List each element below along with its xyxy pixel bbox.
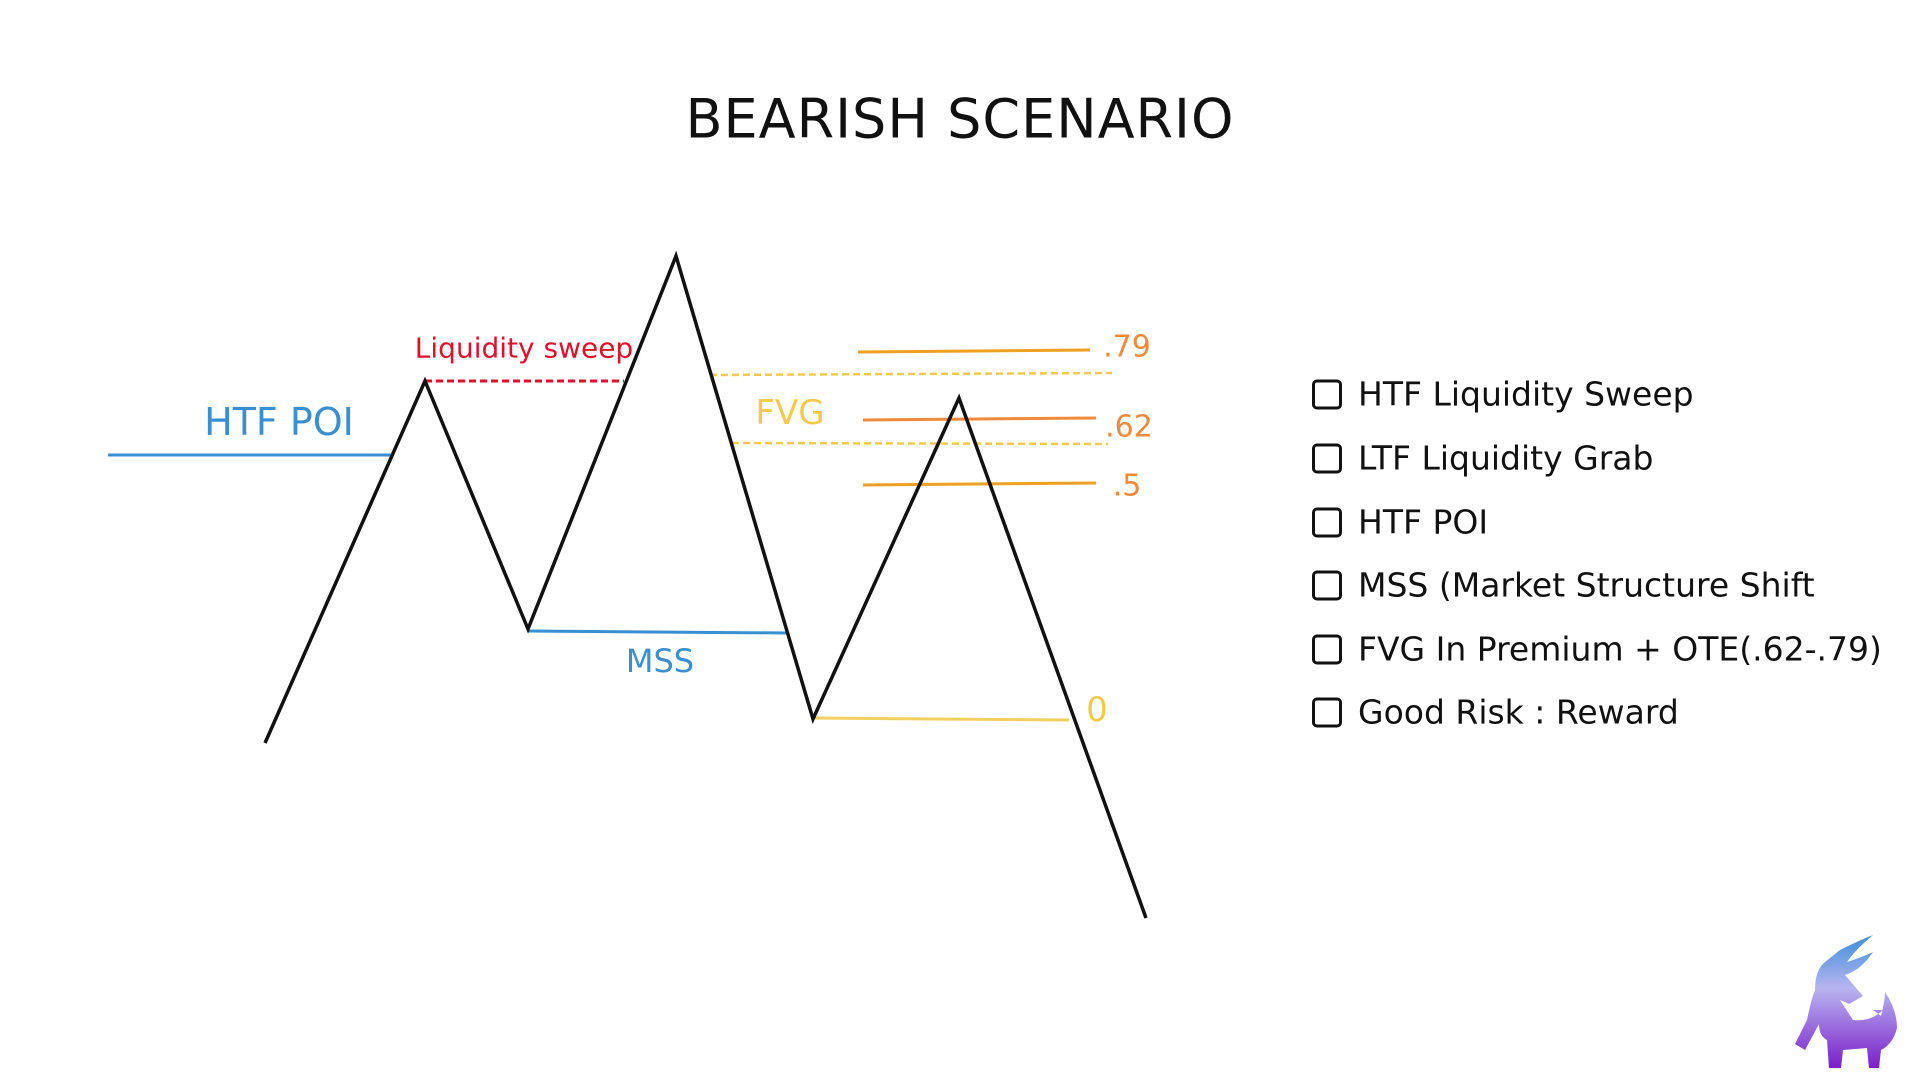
fib-079-line [857, 348, 1091, 354]
checklist-item[interactable]: MSS (Market Structure Shift [1312, 566, 1815, 605]
checkbox[interactable] [1312, 634, 1342, 664]
checklist-item-label: HTF Liquidity Sweep [1358, 374, 1694, 414]
mss-label: MSS [625, 642, 695, 680]
checklist-item[interactable]: Good Risk : Reward [1312, 693, 1679, 732]
checkbox[interactable] [1312, 379, 1342, 409]
checklist-item-label: LTF Liquidity Grab [1358, 438, 1654, 478]
fib-079-label: .79 [1103, 329, 1151, 365]
checklist-item-label: FVG In Premium + OTE(.62-.79) [1358, 629, 1882, 669]
page-title: BEARISH SCENARIO [685, 87, 1235, 151]
fib-05-line [862, 481, 1097, 487]
checklist-item[interactable]: HTF POI [1312, 503, 1488, 542]
fib-0-line [812, 716, 1070, 722]
checklist-item-label: Good Risk : Reward [1358, 692, 1679, 732]
checklist-item[interactable]: LTF Liquidity Grab [1312, 439, 1653, 478]
fib-0-label: 0 [1086, 690, 1108, 730]
checkbox[interactable] [1312, 570, 1342, 600]
checkbox[interactable] [1312, 697, 1342, 727]
fib-062-label: .62 [1105, 409, 1153, 445]
fvg-top-line [709, 371, 1113, 377]
bull-logo [1795, 935, 1897, 1068]
checklist-item-label: MSS (Market Structure Shift [1358, 565, 1815, 605]
mss-line [527, 629, 788, 635]
checklist-item[interactable]: FVG In Premium + OTE(.62-.79) [1312, 630, 1882, 669]
price-path [263, 250, 1148, 919]
htf-poi-label: HTF POI [204, 400, 354, 444]
fvg-bottom-line [731, 441, 1109, 446]
liquidity-sweep-label: Liquidity sweep [414, 331, 634, 365]
fvg-label: FVG [755, 393, 825, 433]
checkbox[interactable] [1312, 443, 1342, 473]
checklist-item[interactable]: HTF Liquidity Sweep [1312, 375, 1694, 414]
checkbox[interactable] [1312, 507, 1342, 537]
fib-05-label: .5 [1112, 468, 1142, 504]
fib-062-line [862, 416, 1097, 422]
checklist-item-label: HTF POI [1358, 502, 1489, 542]
